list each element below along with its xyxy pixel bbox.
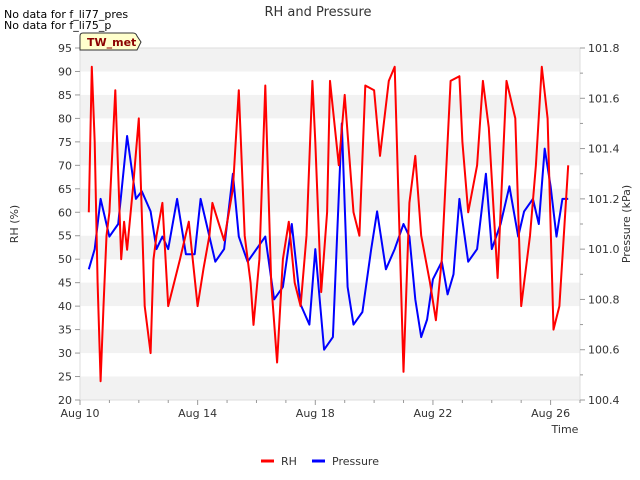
x-axis-label: Time [551, 423, 579, 436]
grid-band [80, 141, 580, 166]
legend: RH Pressure [261, 455, 379, 468]
y2-tick-label: 100.8 [588, 293, 620, 306]
y-tick-label: 45 [58, 277, 72, 290]
y-tick-label: 60 [58, 206, 72, 219]
y-tick-label: 20 [58, 394, 72, 407]
y-tick-label: 50 [58, 253, 72, 266]
x-tick-label: Aug 10 [61, 407, 100, 420]
legend-pressure-label: Pressure [332, 455, 379, 468]
badge-label: TW_met [87, 36, 136, 49]
no-data-note-1: No data for f_li77_pres [4, 8, 129, 21]
y2-tick-label: 101.6 [588, 92, 620, 105]
grid-band [80, 376, 580, 400]
y2-tick-label: 101.0 [588, 243, 620, 256]
y2-tick-label: 101.4 [588, 143, 620, 156]
y2-tick-label: 100.4 [588, 394, 620, 407]
y2-tick-label: 100.6 [588, 344, 620, 357]
x-tick-label: Aug 22 [413, 407, 452, 420]
series-line-rh [87, 65, 570, 383]
y-axis-label: RH (%) [8, 205, 21, 243]
chart-title: RH and Pressure [264, 5, 371, 20]
x-tick-label: Aug 18 [296, 407, 335, 420]
grid-bands [80, 48, 580, 400]
y-tick-label: 40 [58, 300, 72, 313]
tw-met-badge: TW_met [79, 32, 142, 51]
y-tick-label: 85 [58, 89, 72, 102]
y-tick-label: 90 [58, 65, 72, 78]
grid-band [80, 48, 580, 72]
y-tick-label: 80 [58, 112, 72, 125]
y2-axis-label: Pressure (kPa) [620, 185, 633, 263]
grid-band [80, 188, 580, 213]
no-data-note-2: No data for f_li75_p [4, 19, 112, 32]
x-tick-label: Aug 26 [531, 407, 570, 420]
grid-band [80, 282, 580, 307]
y-tick-label: 35 [58, 324, 72, 337]
series-lines [87, 65, 570, 383]
y-tick-label: 25 [58, 371, 72, 384]
x-tick-label: Aug 14 [178, 407, 217, 420]
y-tick-label: 30 [58, 347, 72, 360]
y-tick-label: 55 [58, 230, 72, 243]
legend-rh-label: RH [281, 455, 297, 468]
y-tick-label: 75 [58, 136, 72, 149]
y-tick-label: 95 [58, 42, 72, 55]
y2-tick-label: 101.8 [588, 42, 620, 55]
y-tick-label: 65 [58, 183, 72, 196]
y2-tick-label: 101.2 [588, 193, 620, 206]
y-tick-label: 70 [58, 159, 72, 172]
axes: 20 25 30 35 40 45 50 55 60 65 70 75 80 85 90 95 100.4 100… [58, 42, 620, 420]
